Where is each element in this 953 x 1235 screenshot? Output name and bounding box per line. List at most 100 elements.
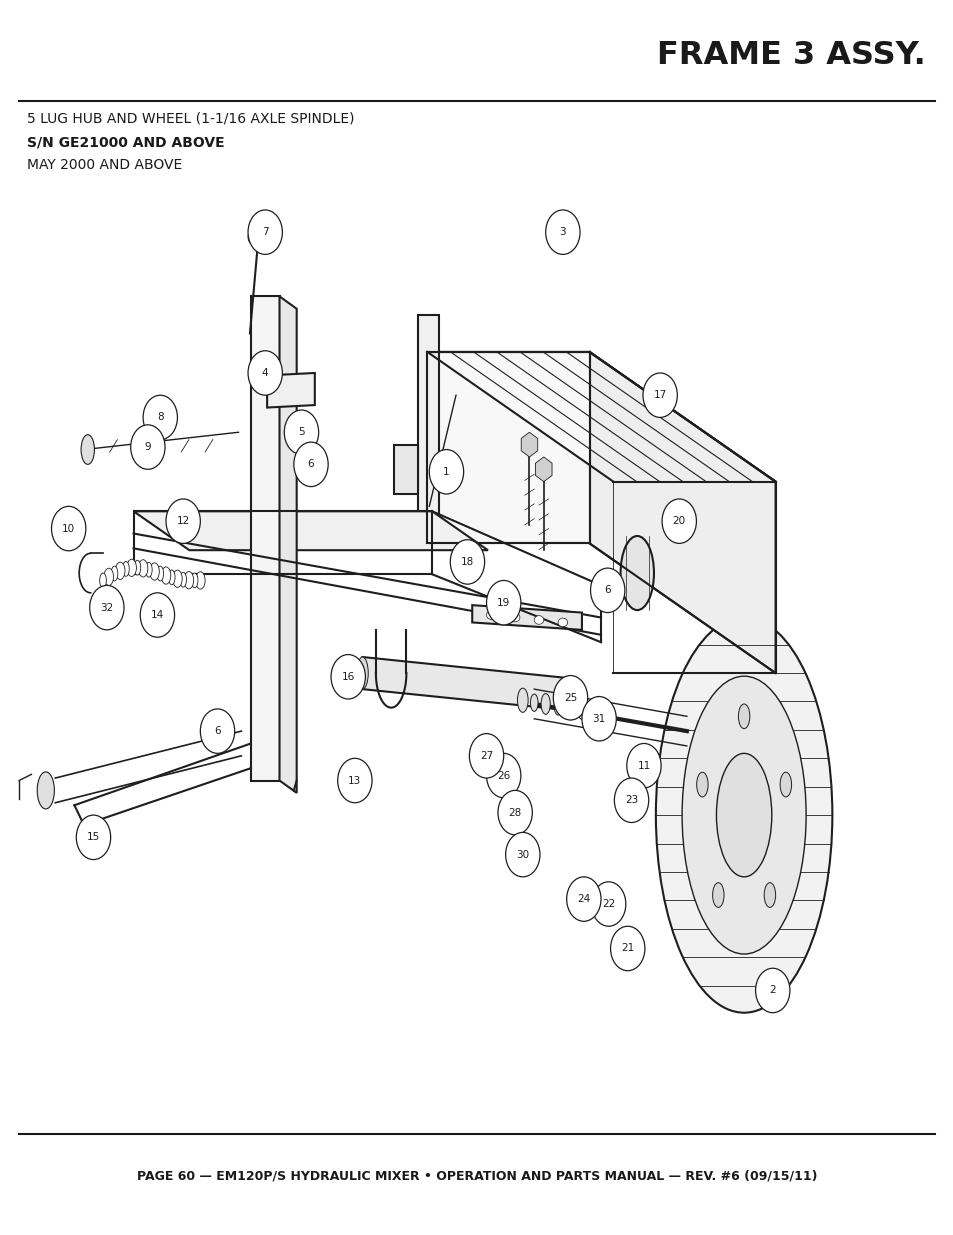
Polygon shape [279, 296, 296, 793]
Ellipse shape [564, 695, 576, 720]
Circle shape [166, 499, 200, 543]
Ellipse shape [510, 614, 519, 622]
Circle shape [642, 373, 677, 417]
Ellipse shape [577, 699, 586, 719]
Ellipse shape [172, 571, 182, 588]
Polygon shape [417, 315, 438, 531]
Ellipse shape [486, 611, 496, 620]
Ellipse shape [133, 561, 141, 576]
Ellipse shape [191, 573, 197, 588]
Ellipse shape [619, 536, 654, 610]
Ellipse shape [127, 559, 136, 577]
Polygon shape [472, 605, 581, 630]
Ellipse shape [716, 753, 771, 877]
Circle shape [140, 593, 174, 637]
Text: 6: 6 [308, 459, 314, 469]
Polygon shape [133, 511, 488, 550]
Circle shape [614, 778, 648, 823]
Circle shape [755, 968, 789, 1013]
Text: 5 LUG HUB AND WHEEL (1-1/16 AXLE SPINDLE): 5 LUG HUB AND WHEEL (1-1/16 AXLE SPINDLE… [27, 111, 354, 125]
Ellipse shape [99, 573, 106, 588]
Circle shape [505, 832, 539, 877]
Text: FRAME 3 ASSY.: FRAME 3 ASSY. [656, 40, 924, 70]
Ellipse shape [517, 688, 528, 713]
Circle shape [248, 210, 282, 254]
Ellipse shape [558, 619, 567, 627]
Circle shape [469, 734, 503, 778]
Circle shape [248, 230, 259, 245]
Text: 22: 22 [601, 899, 615, 909]
Text: 27: 27 [479, 751, 493, 761]
Polygon shape [394, 445, 417, 494]
Polygon shape [362, 657, 567, 710]
Text: 1: 1 [443, 467, 449, 477]
Circle shape [610, 926, 644, 971]
Ellipse shape [356, 657, 368, 689]
Circle shape [545, 210, 579, 254]
Ellipse shape [696, 772, 707, 797]
Ellipse shape [179, 572, 186, 587]
Polygon shape [251, 296, 279, 781]
Text: S/N GE21000 AND ABOVE: S/N GE21000 AND ABOVE [27, 136, 224, 149]
Text: 14: 14 [151, 610, 164, 620]
Ellipse shape [195, 572, 205, 589]
Text: 32: 32 [100, 603, 113, 613]
Text: 20: 20 [672, 516, 685, 526]
Text: 15: 15 [87, 832, 100, 842]
Circle shape [486, 580, 520, 625]
Text: 26: 26 [497, 771, 510, 781]
Ellipse shape [184, 572, 193, 589]
Text: 7: 7 [262, 227, 268, 237]
Ellipse shape [738, 704, 749, 729]
Text: 18: 18 [460, 557, 474, 567]
Text: 21: 21 [620, 944, 634, 953]
Text: 31: 31 [592, 714, 605, 724]
Ellipse shape [111, 566, 117, 580]
Text: 23: 23 [624, 795, 638, 805]
Text: 6: 6 [604, 585, 610, 595]
Ellipse shape [104, 568, 113, 585]
Circle shape [590, 568, 624, 613]
Ellipse shape [534, 616, 543, 625]
Ellipse shape [138, 559, 148, 577]
Ellipse shape [122, 562, 130, 577]
Text: 9: 9 [145, 442, 151, 452]
Text: PAGE 60 — EM120P/S HYDRAULIC MIXER • OPERATION AND PARTS MANUAL — REV. #6 (09/15: PAGE 60 — EM120P/S HYDRAULIC MIXER • OPE… [136, 1170, 817, 1182]
Circle shape [248, 351, 282, 395]
Polygon shape [427, 352, 775, 482]
Text: 8: 8 [157, 412, 163, 422]
Ellipse shape [37, 772, 54, 809]
Polygon shape [427, 352, 589, 543]
Ellipse shape [655, 618, 831, 1013]
Circle shape [294, 442, 328, 487]
Text: 3: 3 [559, 227, 565, 237]
Text: 10: 10 [62, 524, 75, 534]
Circle shape [581, 697, 616, 741]
Circle shape [200, 709, 234, 753]
Text: 19: 19 [497, 598, 510, 608]
Circle shape [51, 506, 86, 551]
Text: 2: 2 [769, 986, 775, 995]
Text: 24: 24 [577, 894, 590, 904]
Ellipse shape [161, 567, 171, 584]
Text: 13: 13 [348, 776, 361, 785]
Circle shape [553, 676, 587, 720]
Circle shape [429, 450, 463, 494]
Text: 28: 28 [508, 808, 521, 818]
Polygon shape [267, 373, 314, 408]
Ellipse shape [554, 698, 561, 715]
Ellipse shape [156, 566, 164, 580]
Circle shape [284, 410, 318, 454]
Circle shape [76, 815, 111, 860]
Text: 6: 6 [214, 726, 220, 736]
Circle shape [626, 743, 660, 788]
Circle shape [450, 540, 484, 584]
Ellipse shape [81, 435, 94, 464]
Circle shape [131, 425, 165, 469]
Polygon shape [589, 352, 775, 673]
Text: MAY 2000 AND ABOVE: MAY 2000 AND ABOVE [27, 158, 182, 172]
Ellipse shape [561, 678, 573, 710]
Circle shape [486, 753, 520, 798]
Text: 25: 25 [563, 693, 577, 703]
Ellipse shape [530, 694, 537, 711]
